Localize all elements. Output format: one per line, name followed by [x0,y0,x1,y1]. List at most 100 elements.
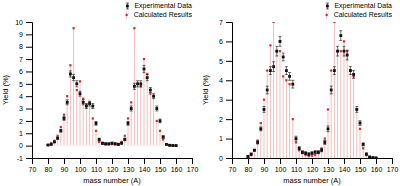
marker [327,127,330,130]
tick: 120 [307,158,319,173]
tick-label: 170 [387,166,399,173]
marker [91,105,94,108]
tick-label: 9 [19,31,23,38]
marker [72,27,74,29]
tick-mark [128,158,129,164]
tick-label: 1 [219,135,223,142]
marker [159,119,162,122]
x-axis-title: mass number (A) [83,176,141,185]
error-bar [130,106,133,111]
tick-mark [26,47,32,48]
tick-label: 6 [19,68,23,75]
tick: 150 [355,158,367,173]
stem [360,129,361,158]
stem [363,148,364,158]
error-bar [91,104,94,109]
marker [375,157,377,158]
marker [108,143,110,145]
tick-mark [48,158,49,164]
tick: 130 [123,158,135,173]
tick-label: 70 [29,166,37,173]
error-bar [343,46,346,56]
tick: 0 [219,155,232,162]
marker [375,156,378,158]
marker [288,83,290,85]
marker [88,102,91,105]
marker [168,144,171,147]
tick: 110 [91,158,102,173]
marker [66,95,68,97]
tick: 140 [339,158,351,173]
tick-label: 7 [19,56,23,63]
error-bar [82,100,85,105]
error-bar [346,50,349,60]
legend-label: Experimental Data [334,2,392,10]
marker [336,50,339,53]
marker [327,108,329,110]
marker [143,58,145,60]
marker [336,50,338,52]
stem [273,22,274,158]
stem [276,51,277,158]
marker [324,137,326,139]
marker [349,69,351,71]
marker [279,50,281,52]
marker [56,135,58,137]
marker [79,92,82,95]
legend-label: Calculated Results [134,11,193,18]
marker [136,83,138,85]
stem [344,41,345,158]
stem [292,119,293,158]
marker [130,101,132,103]
marker [114,143,116,145]
marker [314,154,316,156]
marker [69,64,71,66]
marker [165,143,167,145]
tick-label: 80 [45,166,53,173]
stem [283,76,284,158]
stem [92,118,93,145]
tick-label: 70 [229,166,237,173]
tick: 80 [45,158,53,173]
stem [86,105,87,146]
marker [69,73,72,76]
error-bar [320,149,323,152]
tick: 100 [75,158,87,173]
marker [330,89,333,92]
error-bar [149,88,152,93]
tick: 70 [29,158,37,173]
tick-mark [226,61,232,62]
tick: 4 [219,77,232,84]
error-bar [136,81,139,87]
error-bar [339,31,342,41]
panel: 708090100110120130140150160170-101234567… [1,2,198,185]
marker [253,149,255,151]
error-bar [98,138,101,140]
tick: 150 [155,158,167,173]
error-bar [63,117,66,121]
error-bar [72,75,75,81]
marker [98,138,101,141]
tick-mark [64,158,65,164]
legend-symbol [126,5,129,8]
error-bar [259,127,262,131]
error-bar [301,151,304,154]
tick-label: 130 [323,166,335,173]
series [247,31,378,158]
marker [352,73,355,76]
marker [172,144,174,146]
stem [140,86,141,145]
marker [311,152,314,155]
error-bar [250,153,253,155]
stem [172,145,173,146]
stem [83,99,84,146]
error-bar [275,46,278,56]
error-bar [56,137,59,139]
marker [82,101,85,104]
tick-mark [192,158,193,164]
stem [96,131,97,146]
panel: 70809010011012013014015016017001234567ma… [201,2,398,185]
marker [107,142,110,145]
error-bar [75,81,78,87]
stem [296,142,297,158]
